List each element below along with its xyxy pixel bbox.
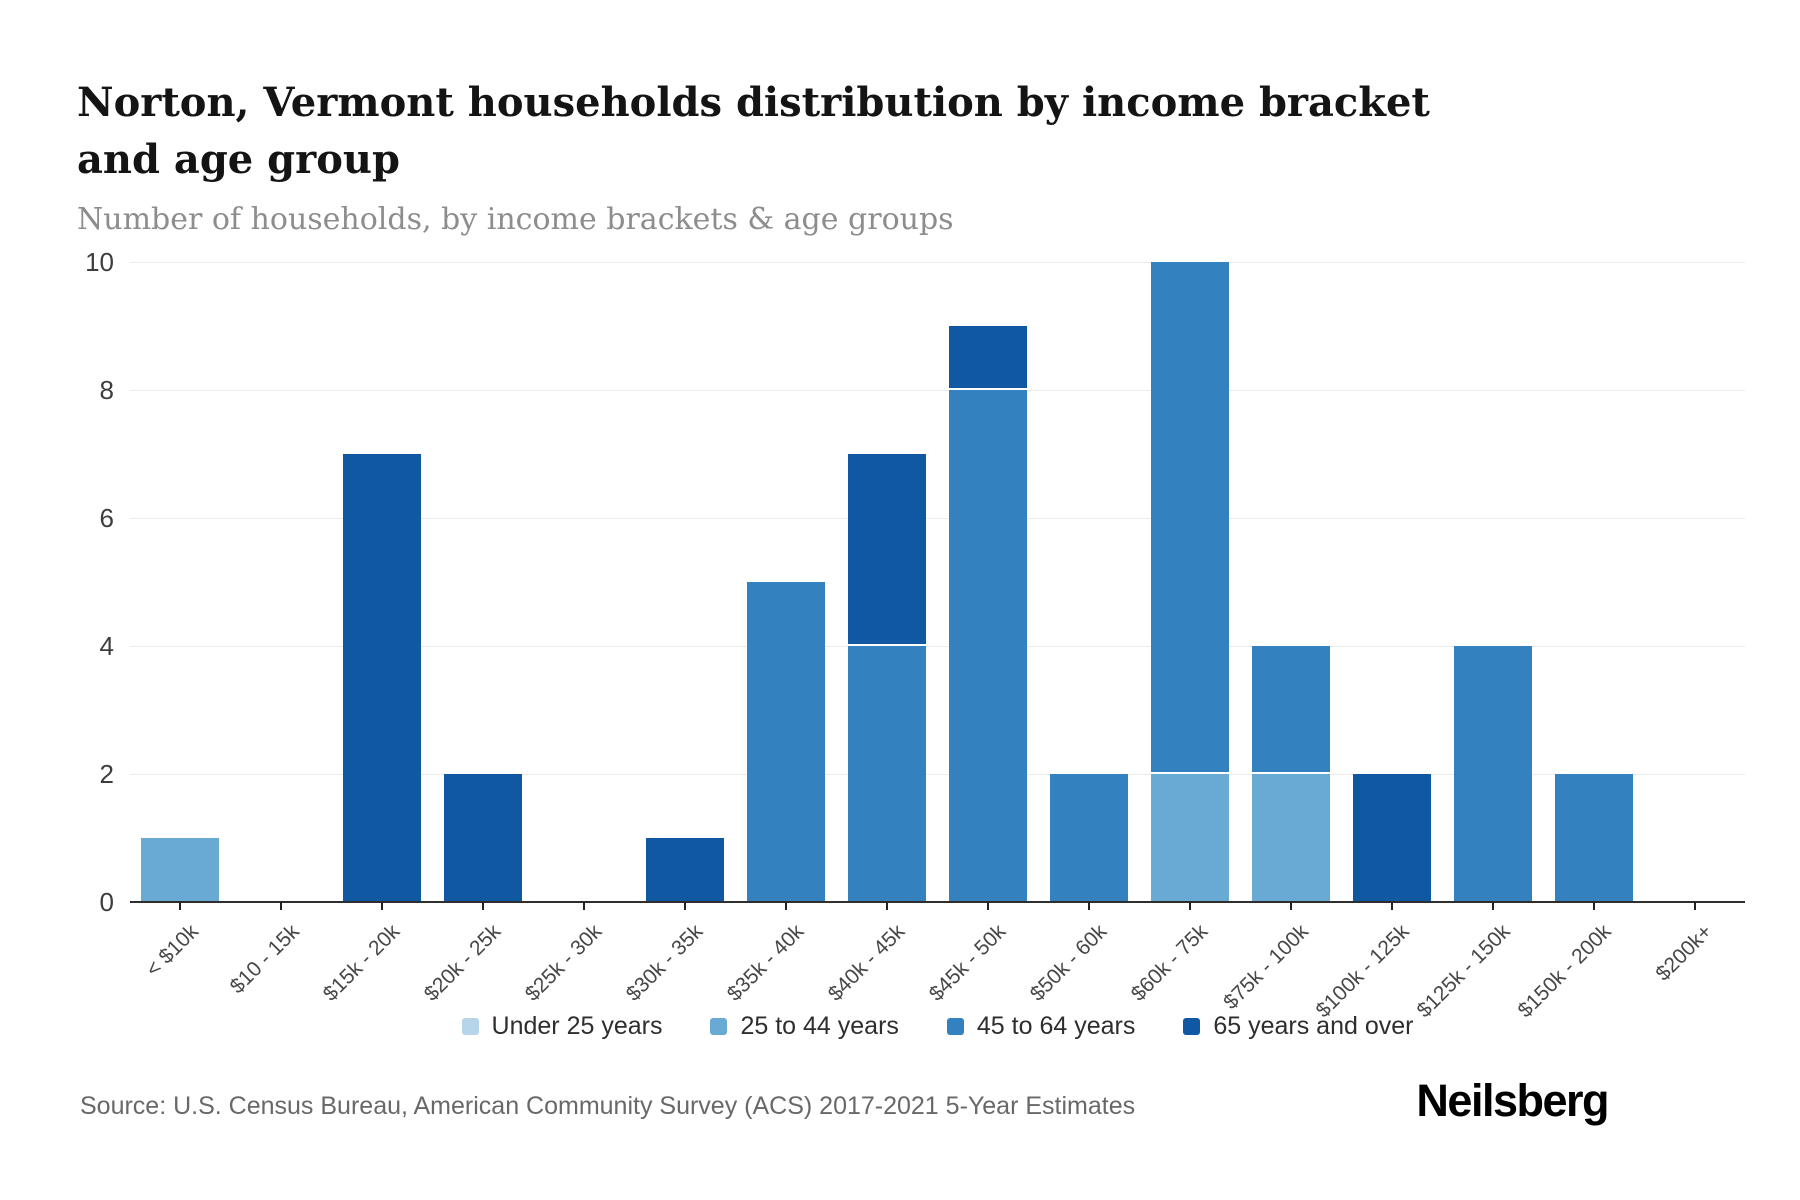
x-axis-tick-label: $40k - 45k (823, 920, 910, 1006)
legend-item[interactable]: Under 25 years (461, 1012, 663, 1041)
bar-segment[interactable] (848, 646, 927, 902)
bar-stack (747, 582, 826, 902)
bar-segment[interactable] (1049, 774, 1128, 902)
gridline (130, 774, 1745, 775)
axis-tick (381, 902, 384, 910)
bar-stack (343, 454, 422, 902)
brand-logo: Neilsberg (1416, 1075, 1609, 1126)
legend-swatch-icon (1183, 1018, 1201, 1035)
x-axis-tick-label: $25k - 30k (520, 920, 607, 1006)
x-axis-tick-label: $60k - 75k (1126, 920, 1213, 1006)
bar-segment[interactable] (948, 326, 1027, 390)
bar-segment[interactable] (1150, 774, 1229, 902)
axis-tick (482, 902, 485, 910)
y-axis-tick-label: 10 (85, 247, 114, 277)
x-axis-tick-label: $35k - 40k (722, 920, 809, 1006)
bar-segment[interactable] (1251, 646, 1330, 774)
bar-stack (1049, 774, 1128, 902)
x-axis-tick-label: $50k - 60k (1025, 920, 1112, 1006)
gridline (130, 646, 1745, 647)
plot-area: 0 2 4 6 8 10 < $10k $10 - 15k $15k - 20k $20k - 2… (85, 247, 1745, 1022)
legend-label: 45 to 64 years (976, 1012, 1136, 1040)
y-axis-tick-label: 2 (99, 759, 114, 789)
x-axis-line (130, 901, 1745, 903)
axis-tick (1188, 902, 1191, 910)
gridline (130, 390, 1745, 391)
bar-segment[interactable] (444, 774, 523, 902)
bar-segment[interactable] (1554, 774, 1633, 902)
axis-tick (583, 902, 586, 910)
x-axis-tick-label: $15k - 20k (319, 920, 405, 1006)
bar-stack (948, 326, 1027, 902)
y-axis-tick-label: 0 (99, 887, 114, 917)
y-axis-tick-label: 8 (99, 375, 114, 405)
axis-tick (1390, 902, 1393, 910)
chart-title: Norton, Vermont households distribution … (77, 78, 1430, 183)
legend-swatch-icon (710, 1018, 728, 1035)
x-axis-tick-label: $75k - 100k (1219, 920, 1314, 1014)
bar-stack (1150, 262, 1229, 902)
axis-tick (886, 902, 889, 910)
axis-tick (1693, 902, 1696, 910)
bar-segment[interactable] (848, 454, 927, 646)
axis-tick (684, 902, 687, 910)
bar-stack (1352, 774, 1431, 902)
legend-item[interactable]: 65 years and over (1183, 1012, 1413, 1041)
bar-stack (141, 838, 220, 902)
x-axis-tick-label: $125k - 150k (1412, 920, 1515, 1023)
legend-swatch-icon (946, 1018, 964, 1035)
legend-swatch-icon (461, 1018, 479, 1035)
axis-tick (280, 902, 283, 910)
bar-stack (1554, 774, 1633, 902)
bar-stack (646, 838, 725, 902)
legend: Under 25 years 25 to 44 years 45 to 64 yea… (130, 1012, 1745, 1041)
source-text: Source: U.S. Census Bureau, American Com… (80, 1092, 1136, 1120)
axis-tick (1491, 902, 1494, 910)
legend-item[interactable]: 45 to 64 years (946, 1012, 1136, 1041)
bar-stack (444, 774, 523, 902)
bar-segment[interactable] (646, 838, 725, 902)
x-axis-tick-label: $100k - 125k (1311, 920, 1414, 1023)
axis-tick (1592, 902, 1595, 910)
x-axis-tick-label: $150k - 200k (1513, 920, 1616, 1023)
legend-label: Under 25 years (491, 1012, 663, 1040)
bar-segment[interactable] (141, 838, 220, 902)
bar-segment[interactable] (343, 454, 422, 902)
axis-tick (179, 902, 182, 910)
axis-tick (1087, 902, 1090, 910)
x-axis-tick-label: < $10k (141, 920, 203, 982)
bar-stack (1251, 646, 1330, 902)
bar-segment[interactable] (1150, 262, 1229, 774)
legend-label: 65 years and over (1213, 1012, 1414, 1040)
bar-segment[interactable] (1251, 774, 1330, 902)
bar-segment[interactable] (747, 582, 826, 902)
bar-stack (848, 454, 927, 902)
bar-segment[interactable] (1352, 774, 1431, 902)
y-axis-tick-label: 4 (99, 631, 114, 661)
x-axis-tick-label: $30k - 35k (621, 920, 708, 1006)
gridline (130, 262, 1745, 263)
axis-tick (785, 902, 788, 910)
x-axis-tick-label: $45k - 50k (924, 920, 1011, 1006)
chart-subtitle: Number of households, by income brackets… (77, 202, 954, 237)
bar-segment[interactable] (948, 390, 1027, 902)
axis-tick (986, 902, 989, 910)
gridline (130, 518, 1745, 519)
legend-item[interactable]: 25 to 44 years (710, 1012, 899, 1041)
x-axis-tick-label: $10 - 15k (225, 920, 304, 999)
axis-tick (1289, 902, 1292, 910)
legend-label: 25 to 44 years (740, 1012, 899, 1040)
bar-segment[interactable] (1453, 646, 1532, 902)
y-axis-tick-label: 6 (99, 503, 114, 533)
x-axis-tick-label: $20k - 25k (419, 920, 506, 1006)
x-axis-tick-label: $200k+ (1651, 920, 1717, 986)
bar-stack (1453, 646, 1532, 902)
